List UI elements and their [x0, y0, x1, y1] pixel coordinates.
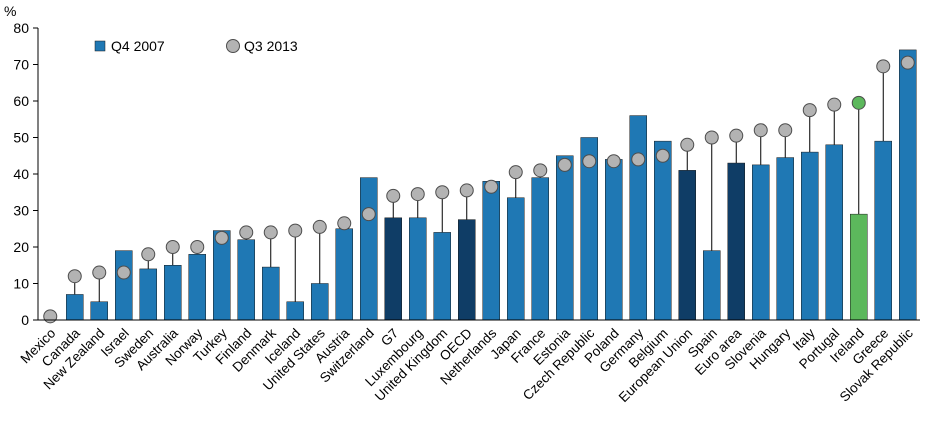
bar-q4-2007	[115, 250, 133, 321]
marker-q3-2013	[263, 225, 278, 240]
bar-q4-2007	[776, 157, 794, 321]
bar-q4-2007	[384, 217, 402, 321]
marker-q3-2013	[165, 240, 180, 254]
bar-q4-2007	[874, 140, 892, 321]
bar-q4-2007	[899, 49, 917, 321]
marker-q3-2013	[557, 157, 572, 172]
legend: Q4 2007 Q3 2013	[94, 38, 298, 54]
marker-q3-2013	[631, 152, 646, 167]
bar-q4-2007	[90, 301, 108, 321]
marker-q3-2013	[778, 123, 793, 138]
bar-q4-2007	[629, 115, 647, 321]
bar-q4-2007	[360, 177, 378, 321]
bar-q4-2007	[531, 177, 549, 321]
marker-q3-2013	[508, 165, 523, 180]
marker-q3-2013	[459, 183, 474, 198]
legend-marker-swatch	[226, 39, 240, 53]
bar-q4-2007	[850, 213, 868, 321]
legend-bar-swatch	[94, 40, 106, 52]
marker-q3-2013	[827, 97, 842, 112]
bar-q4-2007	[507, 197, 525, 321]
bar-q4-2007	[237, 239, 255, 321]
legend-bar-label: Q4 2007	[111, 38, 165, 54]
y-tick-label: 40	[13, 166, 29, 182]
marker-q3-2013	[410, 187, 425, 202]
marker-q3-2013	[484, 179, 499, 194]
marker-q3-2013	[851, 95, 866, 110]
marker-q3-2013	[753, 123, 768, 138]
marker-q3-2013	[312, 219, 327, 234]
bar-q4-2007	[482, 181, 500, 321]
y-tick-label: 20	[13, 239, 29, 255]
bar-q4-2007	[678, 170, 696, 321]
marker-q3-2013	[729, 128, 744, 143]
y-tick-label: 50	[13, 130, 29, 146]
bar-q4-2007	[262, 266, 280, 321]
marker-q3-2013	[239, 225, 254, 240]
marker-q3-2013	[704, 130, 719, 145]
y-axis: 0 10 20 30 40 50 60 70 80	[13, 20, 39, 328]
bar-q4-2007	[458, 219, 476, 321]
marker-q3-2013	[435, 185, 450, 200]
markers	[43, 55, 915, 324]
marker-q3-2013	[116, 265, 131, 280]
marker-q3-2013	[67, 269, 82, 284]
marker-q3-2013	[533, 163, 548, 178]
y-tick-label: 30	[13, 203, 29, 219]
bar-q4-2007	[654, 140, 672, 321]
bar-q4-2007	[164, 265, 182, 321]
bar-q4-2007	[825, 144, 843, 321]
marker-q3-2013	[582, 154, 597, 169]
marker-q3-2013	[190, 240, 205, 254]
bar-q4-2007	[286, 301, 304, 321]
marker-q3-2013	[141, 247, 156, 262]
marker-q3-2013	[386, 188, 401, 203]
marker-q3-2013	[288, 223, 303, 238]
bar-q4-2007	[335, 228, 353, 321]
bar-q4-2007	[727, 162, 745, 321]
marker-q3-2013	[337, 216, 352, 231]
bar-q4-2007	[139, 268, 157, 321]
bar-q4-2007	[409, 217, 427, 321]
bar-q4-2007	[66, 294, 84, 321]
y-tick-label: 10	[13, 276, 29, 292]
marker-q3-2013	[680, 137, 695, 152]
bar-q4-2007	[801, 151, 819, 321]
bar-q4-2007	[188, 254, 206, 321]
marker-q3-2013	[43, 309, 58, 324]
bar-q4-2007	[605, 159, 623, 321]
y-tick-label: 70	[13, 57, 29, 73]
bar-q4-2007	[556, 155, 574, 321]
marker-q3-2013	[606, 154, 621, 169]
bar-q4-2007	[311, 283, 329, 321]
y-unit-label: %	[4, 3, 16, 19]
legend-marker-label: Q3 2013	[244, 38, 298, 54]
marker-q3-2013	[876, 59, 891, 74]
y-tick-label: 80	[13, 20, 29, 36]
y-tick-label: 60	[13, 93, 29, 109]
bars	[66, 49, 917, 321]
marker-q3-2013	[802, 103, 817, 118]
marker-q3-2013	[900, 55, 915, 70]
marker-q3-2013	[655, 148, 670, 163]
marker-q3-2013	[361, 207, 376, 222]
marker-q3-2013	[92, 265, 107, 280]
bar-q4-2007	[752, 164, 770, 321]
bar-q4-2007	[703, 250, 721, 321]
y-tick-label: 0	[21, 312, 29, 328]
marker-q3-2013	[214, 230, 229, 245]
bar-q4-2007	[433, 232, 451, 321]
